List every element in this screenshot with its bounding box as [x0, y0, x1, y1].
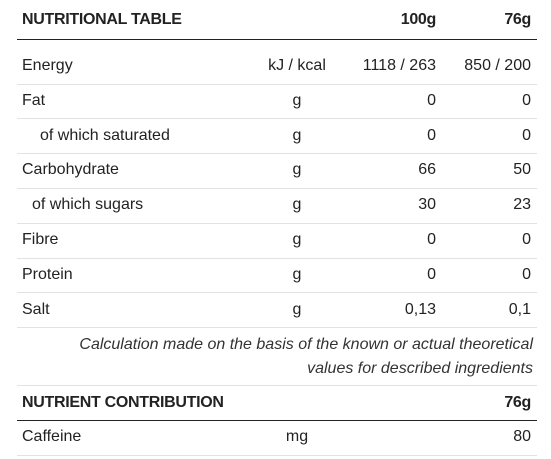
value: 0: [427, 231, 436, 248]
value: 0: [522, 231, 531, 248]
value: 850 / 200: [464, 57, 531, 74]
row-label: Carbohydrate: [22, 161, 119, 179]
table-title: NUTRITIONAL TABLE: [22, 11, 182, 28]
header-rule: [17, 39, 537, 40]
unit: g: [292, 231, 302, 248]
value: 0,13: [404, 300, 436, 318]
unit: g: [292, 161, 302, 179]
row-separator: [17, 223, 537, 224]
row-separator: [17, 292, 537, 293]
row-separator: [17, 385, 537, 386]
row-label: Protein: [22, 265, 73, 283]
value: 50: [513, 161, 531, 179]
value: 0: [522, 91, 531, 109]
row-separator: [17, 118, 537, 119]
unit: g: [292, 126, 302, 144]
unit: g: [292, 265, 302, 283]
unit: mg: [285, 428, 309, 445]
value: 0: [522, 265, 531, 283]
value: 0: [427, 91, 436, 109]
footnote: Calculation made on the basis of the kno…: [79, 336, 533, 377]
value: 30: [418, 196, 436, 214]
unit: g: [292, 91, 302, 109]
value: 1118 / 263: [362, 57, 436, 74]
row-separator: [17, 84, 537, 85]
header-rule: [17, 420, 537, 421]
unit: g: [292, 300, 302, 318]
row-separator: [17, 153, 537, 154]
value: 0: [522, 126, 531, 144]
row-separator: [17, 455, 537, 456]
row-separator: [17, 327, 537, 328]
table-title: NUTRIENT CONTRIBUTION: [22, 394, 224, 411]
unit: g: [292, 196, 302, 214]
row-label: Energy: [22, 57, 73, 74]
row-label: Fibre: [22, 231, 59, 248]
row-label: of which sugars: [32, 196, 144, 214]
row-label: Caffeine: [22, 428, 82, 445]
value: 23: [513, 196, 531, 214]
column-header: 76g: [504, 11, 531, 28]
value: 66: [418, 161, 436, 179]
column-header: 76g: [504, 394, 531, 411]
value: 0: [427, 126, 436, 144]
row-separator: [17, 258, 537, 259]
row-label: Fat: [22, 91, 46, 109]
row-label: of which saturated: [40, 126, 170, 144]
row-label: Salt: [22, 300, 50, 318]
row-separator: [17, 188, 537, 189]
value: 0: [427, 265, 436, 283]
unit: kJ / kcal: [268, 57, 326, 74]
value: 0,1: [508, 300, 531, 318]
column-header: 100g: [400, 11, 437, 28]
value: 80: [513, 428, 531, 445]
